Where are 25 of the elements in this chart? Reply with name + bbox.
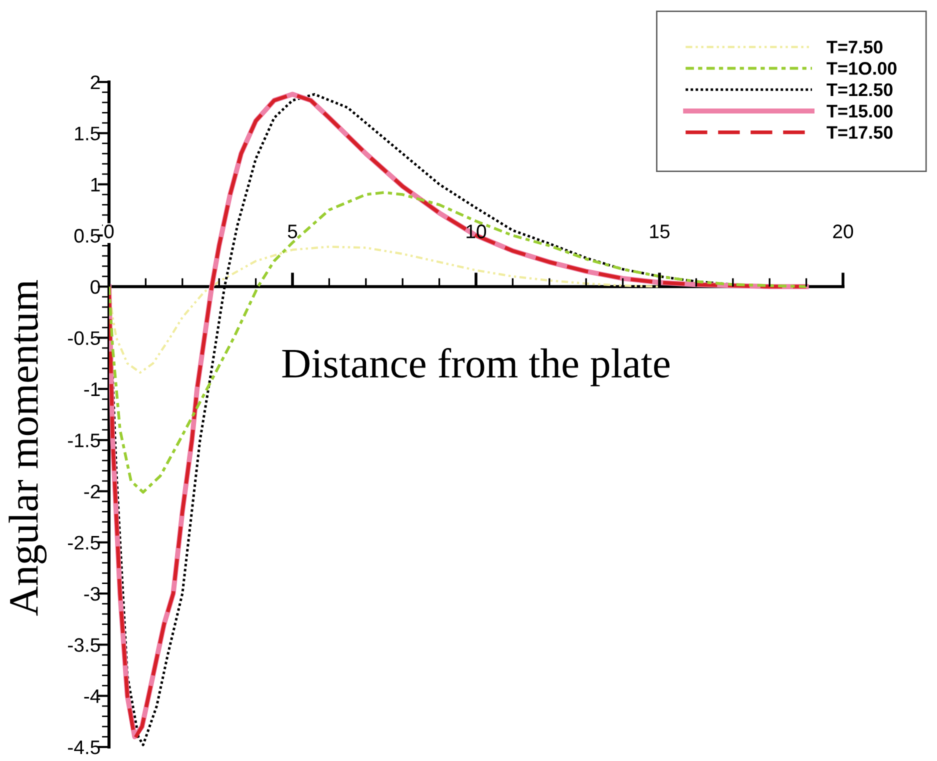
y-tick-label: -3.5 [68, 638, 100, 652]
y-tick-label: 1 [91, 178, 100, 192]
text: T=1O.00 [826, 62, 896, 75]
y-tick-label: 1.5 [75, 126, 100, 140]
x-tick-label: 10 [466, 224, 486, 238]
text: T=12.50 [826, 83, 892, 96]
text: T=17.50 [826, 126, 892, 139]
y-tick-label: -0.5 [68, 331, 100, 346]
y-tick-label: -1 [84, 382, 100, 396]
y-tick-label: -3 [84, 587, 100, 601]
x-tick-label: 5 [288, 224, 298, 238]
y-tick-label: 2 [90, 75, 100, 90]
y-tick-label: -4 [84, 690, 100, 703]
y-tick-label: -4.5 [68, 740, 100, 754]
text: T=15.00 [826, 104, 892, 118]
y-tick-label: -1.5 [68, 434, 100, 448]
text: T=7.50 [826, 40, 882, 54]
y-axis-title: Angular momentum [8, 280, 47, 616]
y-tick-label: 0.5 [74, 228, 100, 243]
x-tick-label: 20 [833, 224, 854, 238]
x-tick-label: 0 [104, 224, 114, 238]
y-tick-label: -2 [84, 484, 100, 498]
x-tick-label: 15 [650, 224, 670, 238]
x-axis-title: Distance from the plate [282, 348, 670, 386]
y-tick-label: -2.5 [68, 536, 100, 550]
